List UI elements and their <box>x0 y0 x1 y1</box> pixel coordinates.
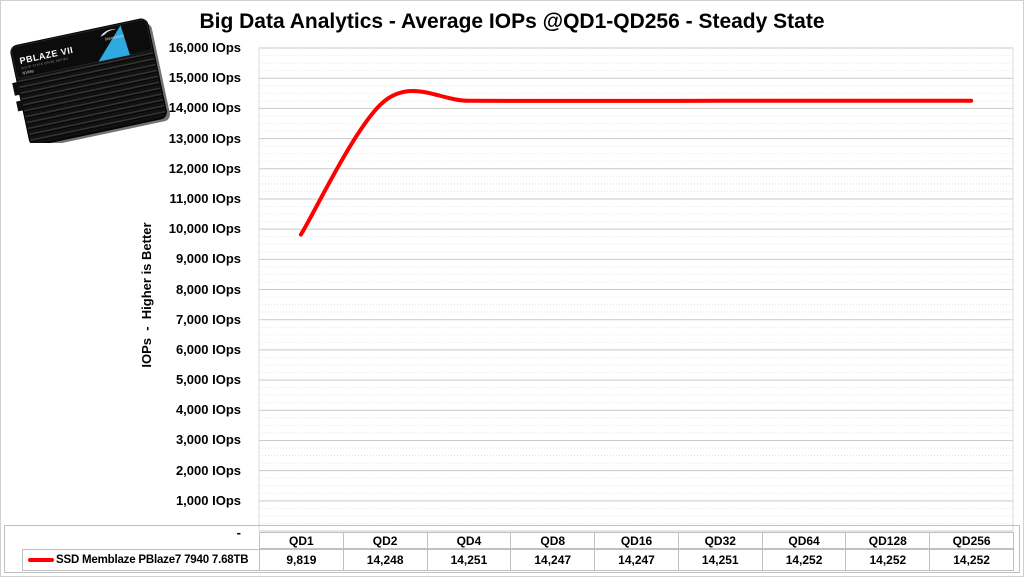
table-frame <box>4 525 1020 573</box>
table-value-cell: 14,252 <box>929 549 1014 571</box>
y-tick-label: 16,000 IOps <box>168 40 241 55</box>
table-header-cell: QD4 <box>426 532 512 549</box>
table-value-cell: 14,252 <box>761 549 847 571</box>
chart-title: Big Data Analytics - Average IOPs @QD1-Q… <box>199 10 825 33</box>
connector-notch <box>16 100 25 112</box>
legend-marker <box>28 558 54 562</box>
table-header-cell: QD256 <box>929 532 1014 549</box>
table-value-cell: 14,248 <box>342 549 428 571</box>
table-value-cell: 9,819 <box>259 549 344 571</box>
blue-triangle <box>98 25 130 62</box>
drive-body: Memblaze PBLAZE VII SOLID STATE DRIVE SE… <box>10 18 170 143</box>
brand-logo: Memblaze <box>105 33 126 42</box>
nvme-badge: NVMe <box>22 68 35 75</box>
table-header-cell: QD2 <box>342 532 428 549</box>
table-value-cell: 14,247 <box>594 549 679 571</box>
gridlines <box>258 47 1014 532</box>
heatsink-fins <box>17 49 167 143</box>
y-tick-label: 8,000 IOps <box>175 281 241 297</box>
y-tick-label: 9,000 IOps <box>175 251 241 267</box>
table-value-cell: 14,251 <box>677 549 763 571</box>
table-header-cell: QD16 <box>594 532 679 549</box>
product-image: Memblaze PBLAZE VII SOLID STATE DRIVE SE… <box>10 18 170 143</box>
dolphin-logo-icon <box>100 29 117 37</box>
y-tick-label: - <box>236 525 241 540</box>
drive-label: Memblaze PBLAZE VII SOLID STATE DRIVE SE… <box>11 19 153 79</box>
y-tick-label: 3,000 IOps <box>175 432 241 448</box>
y-tick-label: 15,000 IOps <box>168 70 241 86</box>
y-tick-label: 5,000 IOps <box>175 372 241 388</box>
table-value-cell: 14,251 <box>426 549 512 571</box>
y-tick-label: 7,000 IOps <box>175 311 241 327</box>
table-header-cell: QD8 <box>510 532 596 549</box>
table-value-cell: 14,252 <box>845 549 931 571</box>
y-tick-label: 4,000 IOps <box>175 402 241 418</box>
y-tick-label: 11,000 IOps <box>169 190 241 206</box>
table-header-cell: QD128 <box>845 532 931 549</box>
y-tick-label: 13,000 IOps <box>168 130 241 146</box>
table-value-cell: 14,247 <box>510 549 596 571</box>
legend-label: SSD Memblaze PBlaze7 7940 7.68TB <box>56 554 249 566</box>
y-tick-label: 12,000 IOps <box>168 160 241 176</box>
table-header-cell: QD1 <box>259 532 344 549</box>
y-tick-label: 2,000 IOps <box>175 462 241 478</box>
y-tick-label: 14,000 IOps <box>168 100 241 116</box>
y-tick-label: 1,000 IOps <box>175 492 241 508</box>
y-tick-label: 10,000 IOps <box>168 221 241 237</box>
series-line <box>298 89 974 237</box>
legend-cell: SSD Memblaze PBlaze7 7940 7.68TB <box>22 549 260 571</box>
table-header-cell: QD32 <box>677 532 763 549</box>
table-header-cell: QD64 <box>761 532 847 549</box>
y-tick-label: 6,000 IOps <box>175 341 241 357</box>
connector-notch <box>12 81 21 96</box>
